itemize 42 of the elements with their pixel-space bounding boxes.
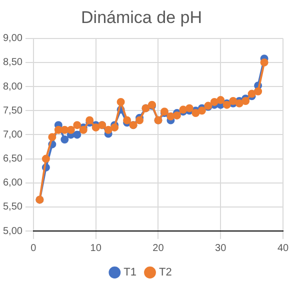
point <box>192 109 200 118</box>
point <box>254 87 262 96</box>
point <box>116 98 125 106</box>
point <box>166 112 175 120</box>
point <box>198 106 206 115</box>
point <box>73 121 82 130</box>
x-tick-label: 30 <box>215 242 227 254</box>
point <box>185 104 194 112</box>
point <box>104 126 112 134</box>
x-tick-label: 0 <box>30 242 37 254</box>
point <box>136 116 144 124</box>
point <box>48 133 56 142</box>
chart-title: Dinámica de pH <box>81 8 202 27</box>
point <box>60 136 69 144</box>
x-tick-label: 10 <box>90 242 102 254</box>
point <box>216 96 225 104</box>
point <box>42 154 50 163</box>
legend-label: T2 <box>159 266 172 279</box>
point <box>73 130 82 139</box>
point <box>235 99 244 108</box>
y-tick-label: 6,00 <box>2 178 23 189</box>
y-tick-label: 9,00 <box>2 33 23 44</box>
x-tick-label: 20 <box>152 242 164 254</box>
point <box>229 96 238 105</box>
y-tick-label: 7,00 <box>2 129 23 140</box>
point <box>260 58 268 66</box>
y-tick-label: 7,50 <box>2 105 23 116</box>
y-tick-label: 5,00 <box>2 226 23 237</box>
point <box>79 126 88 134</box>
point <box>123 116 132 124</box>
x-tick-label: 40 <box>277 242 289 254</box>
point <box>210 98 218 106</box>
y-tick-label: 5,50 <box>2 202 23 213</box>
y-tick-label: 8,50 <box>2 57 23 68</box>
point <box>60 126 69 134</box>
legend-label: T1 <box>124 266 137 279</box>
y-tick-label: 6,50 <box>2 154 23 165</box>
point <box>54 126 62 134</box>
y-tick-label: 8,00 <box>2 81 23 92</box>
point <box>248 90 256 98</box>
point <box>66 126 75 134</box>
point <box>86 116 94 124</box>
